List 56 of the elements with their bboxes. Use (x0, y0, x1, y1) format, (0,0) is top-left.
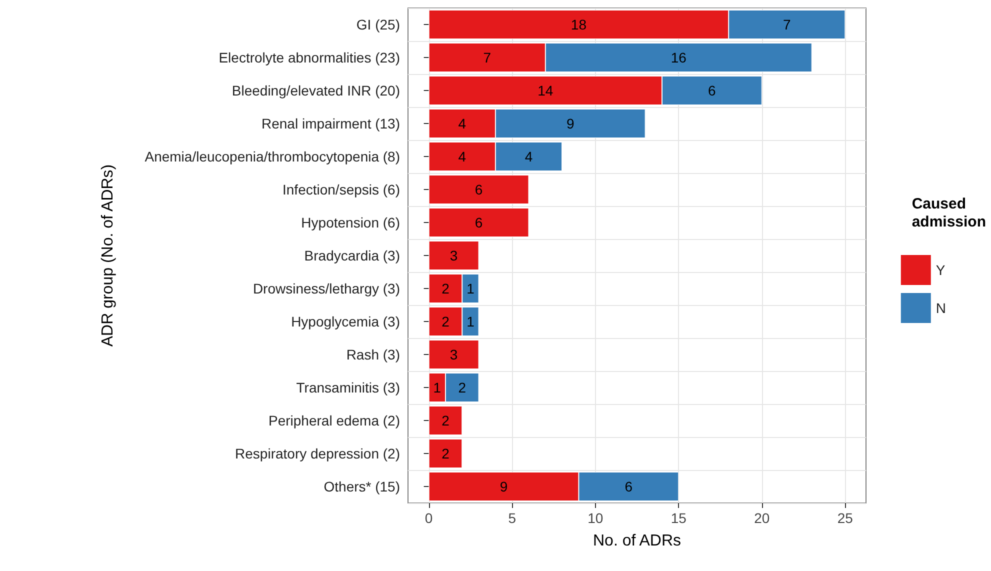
y-tick-label: Electrolyte abnormalities (23) (218, 50, 400, 66)
x-tick-label: 5 (508, 510, 516, 526)
data-label: 3 (450, 346, 458, 362)
data-label: 1 (466, 280, 475, 296)
bar (428, 174, 529, 204)
data-label: 3 (450, 248, 458, 264)
y-tick-label: Peripheral edema (2) (268, 412, 400, 428)
x-tick-label: 25 (837, 510, 854, 526)
x-tick-label: 10 (588, 510, 604, 526)
data-label: 18 (570, 16, 587, 32)
data-label: 9 (566, 116, 574, 132)
data-label: 14 (538, 82, 554, 98)
y-tick-label: GI (25) (356, 16, 400, 32)
y-tick-label: Bradycardia (3) (304, 248, 400, 264)
y-tick-label: Hypotension (6) (301, 214, 400, 230)
x-tick-label: 20 (754, 510, 770, 526)
data-label: 2 (442, 446, 450, 462)
data-label: 2 (442, 314, 450, 330)
y-tick-label: Respiratory depression (2) (235, 446, 400, 462)
y-tick-label: Infection/sepsis (6) (282, 182, 400, 198)
y-tick-label: Others* (15) (324, 478, 400, 494)
bar (428, 406, 462, 436)
legend-label: Y (936, 262, 946, 278)
data-label: 2 (442, 280, 450, 296)
bar (428, 438, 462, 468)
data-label: 4 (524, 148, 533, 164)
y-tick-label: Drowsiness/lethargy (3) (252, 280, 400, 296)
data-label: 7 (483, 50, 492, 66)
data-label: 7 (782, 16, 791, 32)
y-tick-label: Rash (3) (346, 346, 400, 362)
y-tick-label: Renal impairment (13) (262, 116, 400, 132)
data-label: 9 (500, 478, 508, 494)
y-tick-label: Hypoglycemia (3) (291, 314, 400, 330)
x-tick-label: 15 (670, 510, 687, 526)
data-label: 6 (624, 478, 633, 494)
data-label: 2 (458, 380, 466, 396)
bar (428, 340, 479, 370)
y-tick-label: Anemia/leucopenia/thrombocytopenia (8) (144, 148, 400, 164)
data-label: 6 (474, 214, 483, 230)
data-label: 16 (670, 50, 687, 66)
y-tick-label: Transaminitis (3) (296, 380, 400, 396)
x-axis-title: No. of ADRs (592, 532, 682, 550)
bar (428, 208, 529, 238)
data-label: 4 (458, 148, 466, 164)
data-label: 4 (458, 116, 466, 132)
x-tick-label: 0 (424, 510, 433, 526)
legend-label: N (936, 300, 946, 316)
bar (428, 240, 479, 270)
data-label: 1 (466, 314, 475, 330)
data-label: 6 (708, 82, 716, 98)
data-label: 2 (442, 412, 450, 428)
y-axis-title: ADR group (No. of ADRs) (100, 164, 116, 347)
y-tick-label: Bleeding/elevated INR (20) (232, 82, 400, 98)
data-label: 6 (474, 182, 483, 198)
data-label: 1 (433, 380, 442, 396)
legend-title: Caused admission (912, 196, 986, 230)
